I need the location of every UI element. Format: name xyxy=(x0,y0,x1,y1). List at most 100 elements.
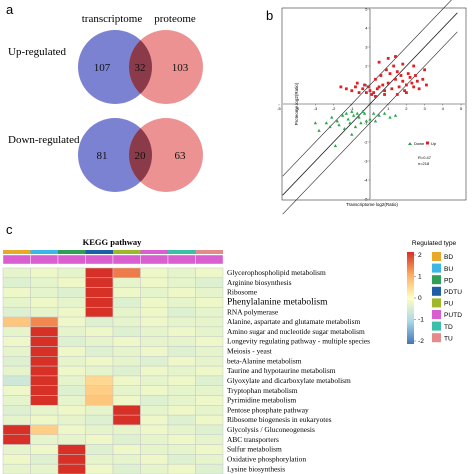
heatmap-cell xyxy=(85,434,114,445)
heatmap-cell xyxy=(85,414,114,426)
heatmap-cell xyxy=(30,326,59,337)
scatter-point-up xyxy=(344,87,348,91)
heatmap-cell xyxy=(112,454,141,465)
scatter-point-up xyxy=(414,74,417,77)
column-annotation-cell xyxy=(167,254,196,265)
heatmap-cell xyxy=(30,346,59,357)
scatter-point-up xyxy=(370,93,374,96)
type-legend-swatch-BD xyxy=(432,252,441,261)
column-annotation-cell xyxy=(195,254,224,265)
venn-overlap xyxy=(129,40,153,94)
heatmap-cell xyxy=(112,375,141,386)
scatter-point-up xyxy=(399,74,403,77)
heatmap-legends: Regulated type 2 1 0 -1 -2 BD BU PD PDTU PU PUTD T… xyxy=(407,240,462,345)
color-scale-tick-label: -2 xyxy=(418,338,424,345)
venn-circle-proteome xyxy=(129,118,203,192)
heatmap-cell xyxy=(85,375,114,386)
column-color-PDTU xyxy=(85,250,113,254)
scatter-point-down xyxy=(330,115,334,119)
heatmap-cell xyxy=(30,356,59,367)
scatter-point-down xyxy=(324,121,329,125)
heatmap-cell xyxy=(2,346,31,357)
heatmap-cell xyxy=(30,287,59,298)
venn-panel: transcriptome proteome Up-regulated 107 32… xyxy=(8,13,203,192)
heatmap-row-label: RNA polymerase xyxy=(227,307,279,316)
heatmap-cell xyxy=(167,414,196,426)
scatter-point-up xyxy=(374,95,377,98)
heatmap-cell xyxy=(85,385,114,396)
venn-circle-transcriptome xyxy=(78,118,152,192)
scatter-point-down xyxy=(371,111,376,115)
heatmap-cell xyxy=(140,444,169,455)
scatter-point-down xyxy=(362,111,367,115)
heatmap-cell xyxy=(112,434,141,445)
scatter-x-tick-label: -3 xyxy=(314,106,318,111)
heatmap-cell xyxy=(2,434,31,445)
scatter-point-up xyxy=(354,85,357,89)
heatmap-cell xyxy=(195,385,224,396)
heatmap-cell xyxy=(2,385,31,396)
heatmap-cell xyxy=(140,326,169,337)
heatmap-cell xyxy=(30,424,59,436)
heatmap-cell xyxy=(85,277,114,288)
scatter-stat-n: n=218 xyxy=(418,161,430,166)
venn-group-up: Up-regulated 107 32 103 xyxy=(8,30,203,104)
scatter-stat-r: R=0.47 xyxy=(418,155,432,160)
heatmap-cell xyxy=(140,395,169,406)
heatmap-cell xyxy=(167,346,196,357)
type-legend-swatch-PD xyxy=(432,275,441,285)
heatmap-row-label: Lysine biosynthesis xyxy=(227,464,285,473)
venn-overlap xyxy=(129,128,153,182)
scatter-point-up xyxy=(375,87,379,91)
heatmap-cell xyxy=(195,287,224,298)
heatmap-cell xyxy=(140,306,169,318)
heatmap-cell xyxy=(112,463,141,474)
venn-circle-proteome xyxy=(129,30,203,104)
heatmap-cell xyxy=(195,267,224,279)
scatter-point-up xyxy=(339,85,343,89)
color-scale-tick-label: 0 xyxy=(418,295,422,302)
scatter-point-down xyxy=(377,113,381,117)
heatmap-cell xyxy=(195,306,224,318)
scatter-point-up xyxy=(412,64,416,68)
scatter-x-tick-label: 2 xyxy=(405,106,408,111)
heatmap-cell xyxy=(85,365,114,377)
type-legend-swatch-TD xyxy=(432,321,441,331)
heatmap-cell xyxy=(167,395,196,406)
heatmap-cell xyxy=(57,414,86,426)
scatter-point-up xyxy=(395,70,399,74)
heatmap-cell xyxy=(195,414,224,426)
column-color-TD xyxy=(168,250,196,254)
scatter-y-tick-label: 4 xyxy=(365,25,368,30)
type-legend-label: PUTD xyxy=(444,312,462,319)
scatter-point-up xyxy=(374,77,377,81)
heatmap-cell xyxy=(57,267,86,279)
scatter-x-tick-label: 3 xyxy=(423,106,426,111)
heatmap-cell xyxy=(167,326,196,337)
scatter-point-up xyxy=(383,89,386,93)
heatmap-cell xyxy=(140,316,169,328)
scatter-point-down xyxy=(355,111,359,115)
scatter-point-up xyxy=(366,85,370,89)
type-legend-label: TU xyxy=(444,335,453,342)
color-scale-ticks: 2 1 0 -1 -2 xyxy=(414,252,424,345)
color-scale-tick-label: -1 xyxy=(418,317,424,324)
scatter-point-up xyxy=(412,85,416,89)
heatmap-row-label: Pyrimidine metabolism xyxy=(227,396,296,405)
heatmap-cell xyxy=(85,326,114,337)
venn-set-label-transcriptome: transcriptome xyxy=(82,13,143,25)
heatmap-cell xyxy=(112,444,141,455)
heatmap-cell xyxy=(85,454,114,465)
heatmap-row-label: Oxidative phosphorylation xyxy=(227,454,306,463)
scatter-point-up xyxy=(423,68,426,72)
heatmap-cell xyxy=(57,395,86,406)
scatter-point-up xyxy=(379,74,383,77)
heatmap-row-label: Alanine, aspartate and glutamate metabol… xyxy=(227,317,360,326)
heatmap-cell xyxy=(195,434,224,445)
heatmap-cell xyxy=(85,405,114,416)
heatmap-cell xyxy=(30,297,59,308)
heatmap-cell xyxy=(140,287,169,298)
scatter-point-down xyxy=(373,119,378,123)
scatter-point-up xyxy=(403,89,406,93)
